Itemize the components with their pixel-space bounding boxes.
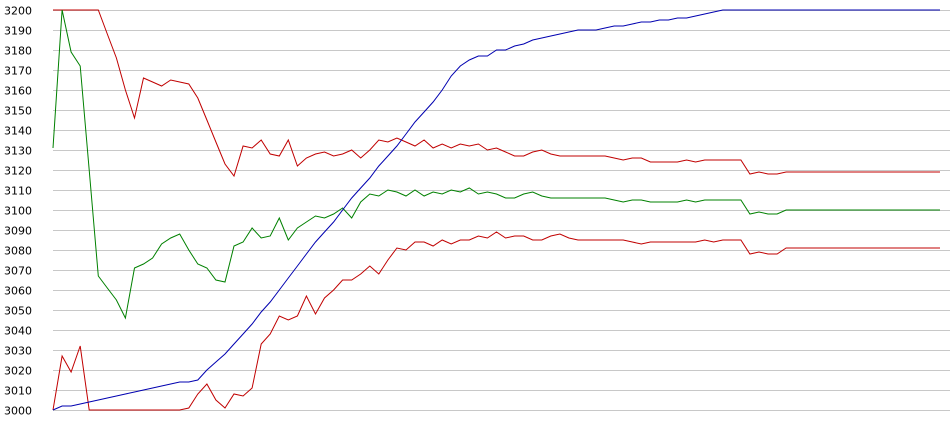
y-tick-label: 3190	[4, 25, 32, 38]
y-tick-label: 3040	[4, 325, 32, 338]
y-tick-label: 3100	[4, 205, 32, 218]
y-tick-label: 3070	[4, 265, 32, 278]
y-tick-label: 3050	[4, 305, 32, 318]
y-tick-label: 3020	[4, 365, 32, 378]
y-tick-label: 3010	[4, 385, 32, 398]
series-lines	[52, 9, 940, 411]
y-tick-label: 3090	[4, 225, 32, 238]
series-line-1	[53, 9, 940, 178]
y-tick-label: 3130	[4, 145, 32, 158]
y-tick-label: 3120	[4, 165, 32, 178]
y-tick-label: 3030	[4, 345, 32, 358]
series-line-4	[52, 9, 940, 411]
y-tick-label: 3140	[4, 125, 32, 138]
y-axis-tick-labels: 3000 3010 3020 3030 3040 3050 3060 3070 3080 3090…	[4, 5, 32, 418]
y-tick-label: 3170	[4, 65, 32, 78]
y-tick-label: 3060	[4, 285, 32, 298]
series-line-2	[52, 9, 940, 320]
y-tick-label: 3200	[4, 5, 32, 18]
y-tick-label: 3000	[4, 405, 32, 418]
y-tick-label: 3110	[4, 185, 32, 198]
y-tick-label: 3180	[4, 45, 32, 58]
series-line-3	[52, 231, 940, 411]
y-tick-label: 3150	[4, 105, 32, 118]
y-tick-label: 3160	[4, 85, 32, 98]
y-tick-label: 3080	[4, 245, 32, 258]
